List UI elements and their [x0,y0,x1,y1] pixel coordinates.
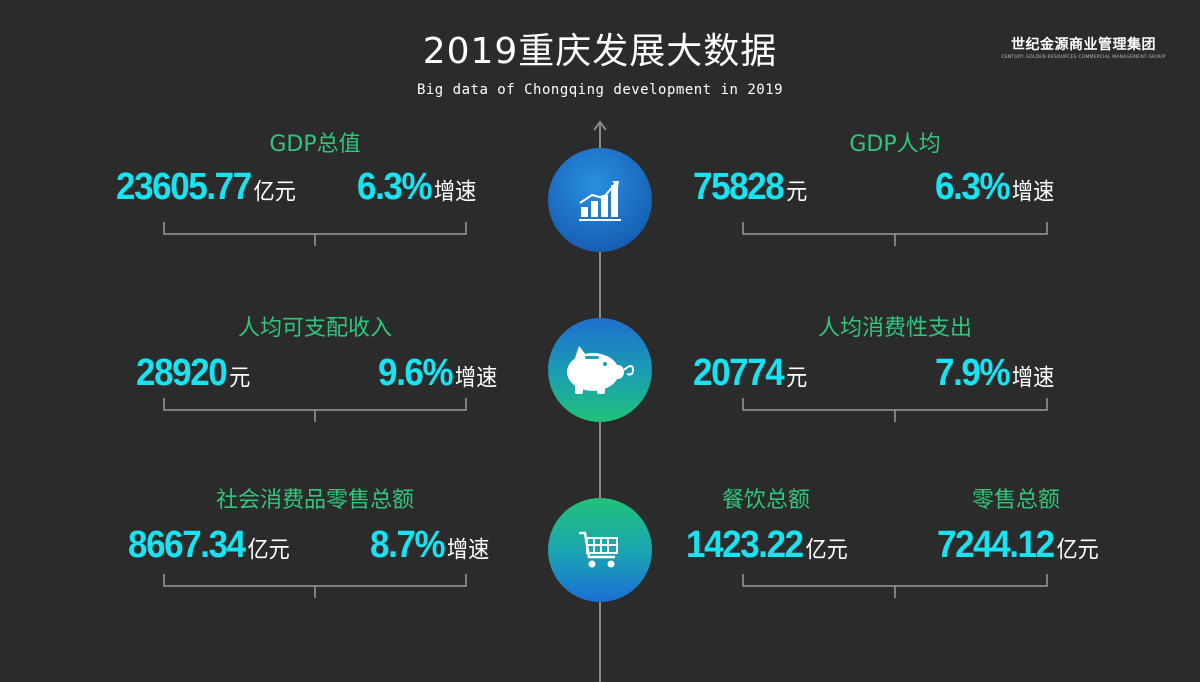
retail-circle [548,498,652,602]
page-subtitle: Big data of Chongqing development in 201… [416,82,784,98]
retail-sales-growth: 8.7% 增速 [370,524,490,566]
company-logo: 世纪金源商业管理集团 CENTURY GOLDEN RESOURCES COMM… [996,34,1171,60]
catering-retail-bracket [742,574,1048,598]
page-title: 2019重庆发展大数据 [422,31,778,72]
shopping-cart-icon [579,531,618,568]
income-circle [548,318,652,422]
retail-sales-value: 8667.34 亿元 [128,524,290,566]
gdp-total-bracket [163,222,467,246]
consumption-expenditure-label: 人均消费性支出 [817,316,972,341]
disposable-income-label: 人均可支配收入 [237,316,392,341]
gdp-circle [548,148,652,252]
consumption-expenditure-growth: 7.9% 增速 [935,352,1055,394]
retail-sales-label: 社会消费品零售总额 [215,488,414,513]
gdp-per-capita-label: GDP人均 [849,132,941,157]
retail-total-label: 零售总额 [971,488,1060,513]
catering-total-label: 餐饮总额 [721,488,810,513]
retail-sales-bracket [163,574,467,598]
gdp-per-capita-growth: 6.3% 增速 [935,166,1055,208]
gdp-per-capita-value: 75828 元 [693,166,808,208]
logo-name: 世纪金源商业管理集团 [1011,37,1156,53]
gdp-total-value: 23605.77 亿元 [116,166,296,208]
consumption-expenditure-value: 20774 元 [693,352,808,394]
consumption-expenditure-bracket [742,398,1048,422]
disposable-income-bracket [163,398,467,422]
catering-total-value: 1423.22 亿元 [686,524,848,566]
arrow-up-icon [593,120,607,131]
bar-chart-icon [579,181,621,221]
disposable-income-value: 28920 元 [136,352,251,394]
retail-total-value: 7244.12 亿元 [937,524,1099,566]
disposable-income-growth: 9.6% 增速 [378,352,498,394]
gdp-per-capita-bracket [742,222,1048,246]
gdp-total-label: GDP总值 [269,132,361,157]
piggy-bank-icon [567,346,635,394]
gdp-total-growth: 6.3% 增速 [357,166,477,208]
logo-tagline: CENTURY GOLDEN RESOURCES COMMERCIAL MANA… [1001,55,1166,60]
